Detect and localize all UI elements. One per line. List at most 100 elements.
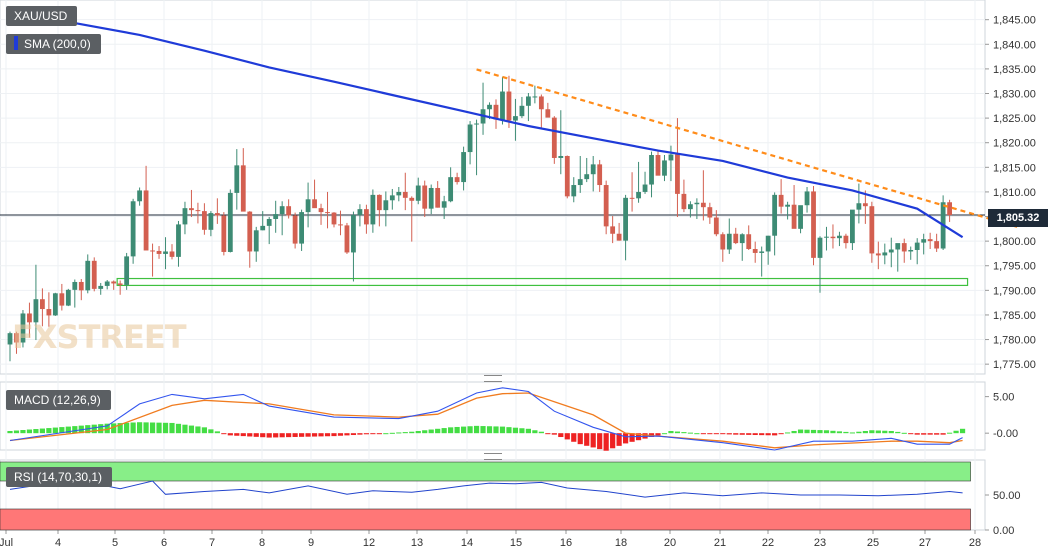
macd-hist-neg [759,433,765,436]
macd-hist-neg [273,433,279,438]
macd-hist-pos [117,423,123,434]
macd-hist-neg [247,433,253,437]
macd-hist-pos [875,430,881,434]
candle-down [733,233,739,244]
macd-hist-pos [694,433,700,435]
macd-hist-neg [299,433,305,437]
macd-label[interactable]: MACD (12,26,9) [6,390,111,410]
macd-hist-pos [538,431,544,434]
candle-down [214,213,220,216]
candle-up [500,91,505,120]
macd-hist-pos [499,426,506,434]
macd-hist-neg [363,433,369,435]
macd-hist-pos [169,422,175,434]
candle-up [888,249,894,253]
x-tick-label: Jul [0,537,13,549]
rsi-label[interactable]: RSI (14,70,30,1) [6,467,113,487]
y-tick-label: 1,840.00 [993,39,1036,51]
macd-hist-neg [571,433,577,442]
macd-hist-neg [934,433,940,435]
candle-down [713,217,719,235]
macd-hist-neg [927,433,933,435]
macd-hist-pos [856,431,862,434]
macd-hist-pos [39,428,45,434]
macd-hist-pos [409,431,415,434]
macd-hist-pos [98,424,104,434]
candle-down [538,96,544,110]
candle-up [474,123,479,125]
x-tick-label: 13 [411,537,423,549]
candle-up [260,225,266,231]
macd-hist-neg [370,433,376,435]
macd-hist-pos [396,432,402,434]
y-tick-label: 1,815.00 [993,162,1036,174]
candle-up [137,190,142,202]
y-tick-label: 1,785.00 [993,310,1036,322]
macd-hist-neg [778,433,784,435]
macd-hist-pos [383,433,389,435]
candle-up [895,243,901,250]
x-tick-label: 23 [814,537,826,549]
macd-hist-neg [908,433,914,435]
candle-up [850,209,855,244]
rsi-panel-resize-handle[interactable] [484,453,502,460]
macd-y-tick-label: 5.00 [993,392,1014,404]
sma-label[interactable]: SMA (200,0) [6,34,101,54]
candle-up [662,160,667,176]
macd-hist-neg [305,433,311,437]
x-tick-label: 25 [867,537,879,549]
candle-down [616,233,622,241]
candle-up [526,96,531,106]
macd-hist-neg [324,433,331,437]
macd-hist-pos [953,430,959,434]
macd-hist-neg [318,433,324,437]
macd-hist-pos [182,424,188,434]
macd-hist-pos [72,426,78,434]
macd-hist-neg [629,433,635,442]
macd-hist-pos [512,427,519,434]
candle-down [655,155,661,176]
macd-label-text: MACD (12,26,9) [14,393,101,407]
candle-down [156,250,162,254]
candle-up [739,234,745,244]
symbol-label[interactable]: XAU/USD [6,6,78,26]
candle-down [506,91,512,121]
candle-down [493,104,499,120]
x-tick-label: 8 [259,537,265,549]
macd-hist-pos [804,429,810,434]
candle-up [882,252,888,256]
candle-up [389,195,395,201]
candle-down [189,208,194,211]
candle-up [584,174,590,180]
candle-up [182,208,188,225]
fxstreet-watermark: FXSTREET [12,318,187,356]
macd-hist-pos [33,429,39,434]
macd-hist-pos [435,428,441,434]
macd-hist-neg [234,433,240,436]
macd-hist-pos [480,426,486,434]
macd-hist-neg [584,433,590,446]
candle-up [52,293,58,316]
y-tick-label: 1,775.00 [993,359,1036,371]
macd-hist-pos [681,432,687,434]
candle-up [798,205,803,229]
candle-up [130,201,136,257]
y-tick-label: 1,790.00 [993,285,1036,297]
candle-up [513,116,518,121]
support-zone [116,277,969,287]
macd-hist-neg [331,433,337,437]
macd-hist-neg [914,433,920,435]
macd-hist-pos [882,430,888,434]
candle-down [875,253,881,256]
rsi-label-text: RSI (14,70,30,1) [14,470,103,484]
macd-hist-pos [389,432,395,434]
candle-up [467,124,473,153]
x-tick-label: 16 [560,537,572,549]
macd-panel-resize-handle[interactable] [484,375,502,382]
x-tick-label: 18 [615,537,627,549]
macd-hist-pos [7,430,13,434]
macd-hist-pos [130,422,136,434]
macd-hist-pos [143,422,149,434]
candle-down [14,333,19,343]
